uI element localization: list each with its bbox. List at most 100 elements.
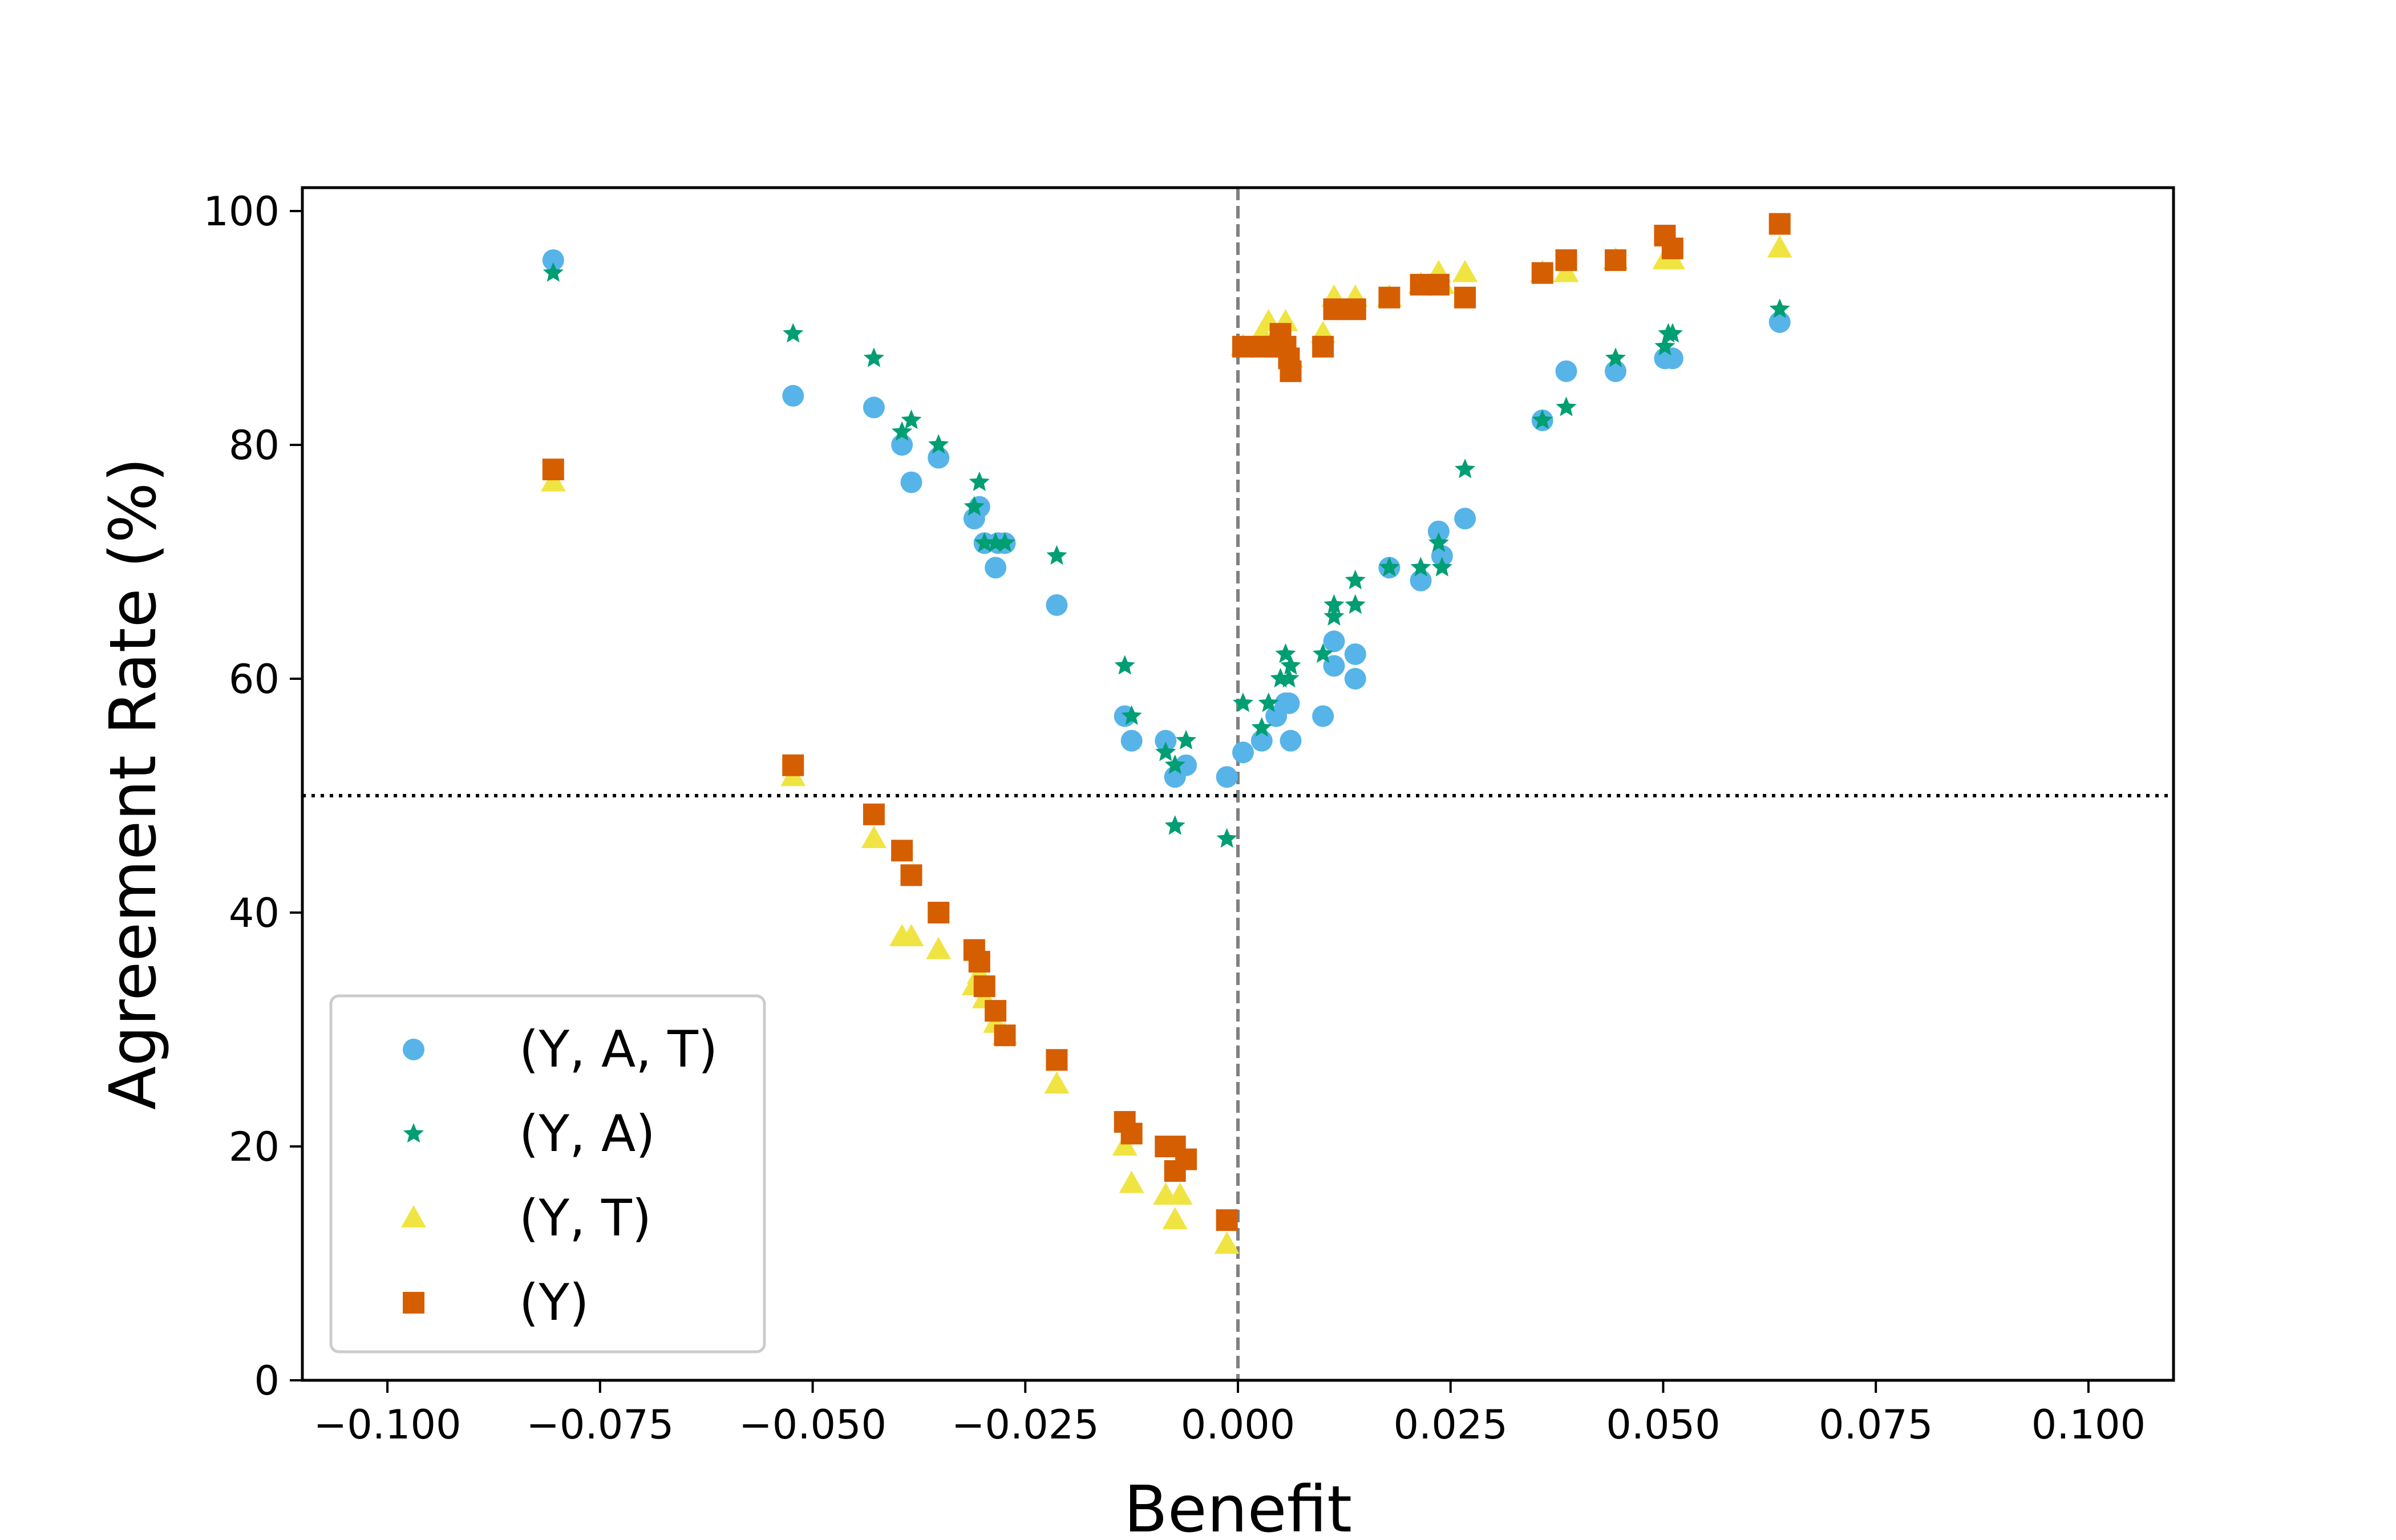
y-tick-label: 60	[229, 656, 280, 703]
data-point-star	[928, 434, 949, 454]
legend-marker-triangle	[401, 1205, 426, 1227]
data-point-circle	[1155, 730, 1177, 752]
data-point-square	[1661, 237, 1683, 260]
data-point-circle	[542, 249, 564, 271]
data-point-triangle	[1162, 1207, 1188, 1230]
data-point-star	[1216, 828, 1237, 848]
legend-label: (Y, A, T)	[519, 1020, 718, 1079]
data-point-circle	[1768, 311, 1791, 333]
data-point-square	[1046, 1049, 1068, 1071]
data-point-square	[1312, 335, 1334, 358]
data-point-circle	[1216, 766, 1238, 788]
data-point-square	[994, 1024, 1016, 1047]
data-points	[540, 213, 1792, 1254]
x-tick-label: 0.025	[1394, 1401, 1508, 1448]
series-3	[542, 213, 1791, 1231]
legend-label: (Y)	[519, 1273, 589, 1332]
data-point-circle	[1312, 705, 1334, 727]
data-point-circle	[1344, 668, 1366, 690]
data-point-square	[985, 1000, 1007, 1022]
x-tick-label: 0.050	[1606, 1401, 1720, 1448]
data-point-square	[782, 754, 804, 776]
data-point-star	[1379, 557, 1400, 577]
data-point-circle	[1454, 508, 1476, 530]
legend: (Y, A, T) (Y, A) (Y, T) (Y)	[329, 994, 766, 1353]
data-point-circle	[782, 384, 804, 407]
legend-label: (Y, A)	[519, 1104, 655, 1163]
data-point-circle	[1232, 741, 1254, 764]
data-point-square	[863, 803, 885, 825]
data-point-square	[1323, 298, 1345, 321]
data-point-triangle	[898, 924, 924, 947]
data-point-square	[1555, 249, 1577, 271]
data-point-star	[863, 347, 884, 367]
data-point-square	[1604, 249, 1626, 271]
y-tick-label: 100	[203, 188, 280, 235]
data-point-star	[1654, 335, 1675, 356]
y-axis-ticks: 0 20 40 60 80 100	[203, 188, 302, 1404]
data-point-square	[1120, 1122, 1143, 1145]
y-tick-label: 20	[229, 1124, 280, 1170]
data-point-circle	[1344, 643, 1366, 665]
legend-marker-square	[403, 1292, 424, 1314]
x-tick-label: −0.075	[526, 1401, 674, 1448]
data-point-star	[974, 532, 995, 552]
x-tick-label: 0.000	[1181, 1401, 1295, 1448]
data-point-triangle	[540, 469, 566, 492]
data-point-circle	[1278, 692, 1300, 715]
data-point-square	[542, 459, 564, 481]
data-point-circle	[985, 557, 1007, 579]
data-point-star	[1114, 655, 1135, 675]
data-point-triangle	[861, 825, 887, 848]
data-point-star	[1345, 594, 1366, 614]
x-tick-label: −0.100	[314, 1401, 462, 1448]
data-point-circle	[1427, 520, 1450, 542]
data-point-circle	[1046, 594, 1068, 616]
data-point-star	[969, 471, 990, 491]
x-tick-label: 0.075	[1819, 1401, 1933, 1448]
data-point-square	[968, 951, 990, 973]
x-tick-label: 0.100	[2031, 1401, 2146, 1448]
y-axis-label: Agreement Rate (%)	[96, 457, 171, 1110]
data-point-circle	[1410, 569, 1432, 591]
data-point-star	[1324, 606, 1345, 626]
data-point-circle	[891, 434, 913, 456]
data-point-star	[1410, 557, 1431, 577]
x-axis-label: Benefit	[1124, 1473, 1352, 1540]
reference-lines	[302, 188, 2174, 1380]
data-point-star	[1164, 815, 1185, 835]
data-point-square	[1232, 335, 1254, 358]
legend-box	[329, 994, 766, 1353]
data-point-triangle	[1553, 260, 1579, 282]
data-point-star	[892, 421, 913, 441]
data-point-star	[964, 496, 985, 516]
data-point-square	[891, 840, 913, 862]
data-point-star	[1324, 594, 1345, 614]
data-point-square	[1216, 1209, 1238, 1231]
data-point-star	[1662, 323, 1683, 343]
data-point-circle	[1431, 545, 1453, 567]
data-point-star	[1046, 545, 1067, 565]
y-tick-label: 80	[229, 422, 280, 469]
data-point-star	[901, 410, 922, 429]
data-point-star	[1605, 347, 1626, 367]
data-point-circle	[1120, 730, 1143, 752]
x-axis-ticks: −0.100 −0.075 −0.050 −0.025 0.000 0.025 0.050 0…	[314, 1380, 2146, 1448]
series-1	[543, 262, 1790, 848]
data-point-star	[1121, 705, 1142, 725]
data-point-star	[1345, 569, 1366, 590]
x-tick-label: −0.050	[739, 1401, 887, 1448]
data-point-triangle	[1119, 1170, 1144, 1193]
data-point-star	[1428, 532, 1449, 552]
data-point-circle	[1555, 360, 1577, 382]
data-point-circle	[1323, 630, 1345, 653]
data-point-triangle	[1167, 1182, 1193, 1205]
data-point-triangle	[926, 937, 952, 959]
data-point-circle	[863, 396, 885, 419]
data-point-square	[1280, 360, 1302, 382]
data-point-circle	[1250, 730, 1273, 752]
legend-label: (Y, T)	[519, 1189, 651, 1247]
data-point-square	[1378, 286, 1401, 309]
x-tick-label: −0.025	[952, 1401, 1099, 1448]
